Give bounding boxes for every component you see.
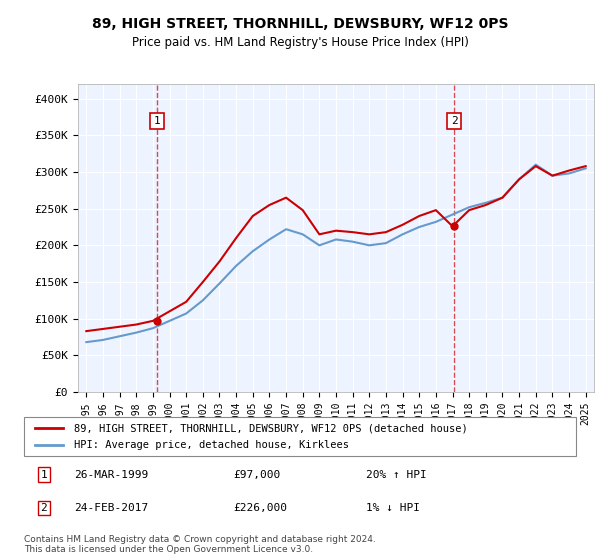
Text: 89, HIGH STREET, THORNHILL, DEWSBURY, WF12 0PS (detached house): 89, HIGH STREET, THORNHILL, DEWSBURY, WF…	[74, 423, 467, 433]
Text: £97,000: £97,000	[234, 470, 281, 479]
Text: Contains HM Land Registry data © Crown copyright and database right 2024.
This d: Contains HM Land Registry data © Crown c…	[24, 535, 376, 554]
Text: £226,000: £226,000	[234, 503, 288, 513]
Text: 26-MAR-1999: 26-MAR-1999	[74, 470, 148, 479]
Text: 2: 2	[451, 116, 458, 126]
Text: 20% ↑ HPI: 20% ↑ HPI	[366, 470, 427, 479]
Text: 1: 1	[41, 470, 47, 479]
Text: 89, HIGH STREET, THORNHILL, DEWSBURY, WF12 0PS: 89, HIGH STREET, THORNHILL, DEWSBURY, WF…	[92, 17, 508, 31]
Text: Price paid vs. HM Land Registry's House Price Index (HPI): Price paid vs. HM Land Registry's House …	[131, 36, 469, 49]
Text: 1% ↓ HPI: 1% ↓ HPI	[366, 503, 420, 513]
Text: HPI: Average price, detached house, Kirklees: HPI: Average price, detached house, Kirk…	[74, 440, 349, 450]
Text: 24-FEB-2017: 24-FEB-2017	[74, 503, 148, 513]
FancyBboxPatch shape	[24, 417, 576, 456]
Text: 2: 2	[41, 503, 47, 513]
Text: 1: 1	[154, 116, 160, 126]
